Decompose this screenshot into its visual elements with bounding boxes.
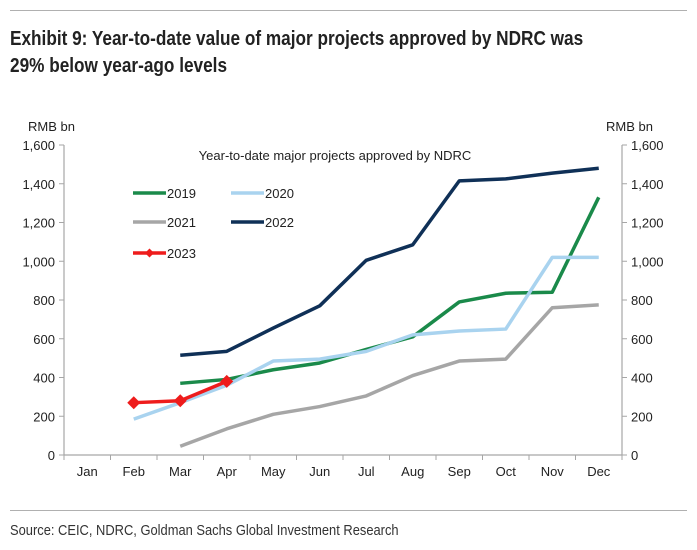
x-tick-label: Dec — [587, 464, 611, 479]
x-tick-label: Sep — [448, 464, 471, 479]
x-tick-label: Oct — [496, 464, 517, 479]
legend-label: 2020 — [265, 186, 294, 201]
series-line-2019 — [180, 196, 601, 386]
legend: 2019 2020 2021 2022 2023 — [133, 186, 294, 261]
legend-item-2022: 2022 — [231, 215, 294, 230]
title-line-2: 29% below year-ago levels — [10, 55, 228, 77]
y-axis-label-left: RMB bn — [28, 119, 75, 134]
x-tick-label: Mar — [169, 464, 192, 479]
y-tick-label-right: 1,200 — [631, 216, 664, 231]
legend-label: 2021 — [167, 215, 196, 230]
legend-item-2020: 2020 — [231, 186, 294, 201]
legend-item-2019: 2019 — [133, 186, 196, 201]
x-tick-label: Feb — [123, 464, 145, 479]
bottom-rule — [10, 510, 687, 511]
y-tick-label-right: 0 — [631, 448, 638, 463]
series-2019 — [180, 196, 601, 386]
y-tick-label-left: 800 — [33, 293, 55, 308]
y-tick-label-left: 0 — [48, 448, 55, 463]
series-line-2021 — [179, 303, 599, 448]
data-point-2023 — [173, 394, 187, 408]
title-line-1: Exhibit 9: Year-to-date value of major p… — [10, 28, 584, 50]
legend-marker — [145, 248, 154, 258]
source-note: Source: CEIC, NDRC, Goldman Sachs Global… — [10, 522, 399, 539]
y-tick-label-right: 1,600 — [631, 138, 664, 153]
axes: 0 0 200 200 400 400 600 600 800 800 1,000 1,000 1,20… — [22, 138, 663, 479]
y-tick-label-right: 400 — [631, 371, 653, 386]
legend-label: 2019 — [167, 186, 196, 201]
legend-item-2021: 2021 — [133, 215, 196, 230]
y-tick-label-left: 400 — [33, 371, 55, 386]
x-tick-label: May — [261, 464, 286, 479]
y-tick-label-left: 1,200 — [22, 216, 55, 231]
series-layer — [127, 166, 601, 448]
y-axis-label-right: RMB bn — [606, 119, 653, 134]
y-tick-label-left: 200 — [33, 409, 55, 424]
y-tick-label-left: 1,600 — [22, 138, 55, 153]
series-2021 — [179, 303, 599, 448]
y-tick-label-right: 800 — [631, 293, 653, 308]
series-line-2022 — [180, 166, 599, 357]
legend-label: 2023 — [167, 246, 196, 261]
exhibit-title: Exhibit 9: Year-to-date value of major p… — [10, 26, 595, 80]
y-tick-label-left: 1,000 — [22, 254, 55, 269]
series-2022 — [180, 166, 599, 357]
x-tick-label: Nov — [541, 464, 565, 479]
series-2023 — [127, 374, 234, 410]
data-point-2023 — [220, 374, 234, 388]
y-tick-label-left: 1,400 — [22, 177, 55, 192]
x-tick-label: Jun — [309, 464, 330, 479]
x-tick-label: Apr — [217, 464, 238, 479]
y-tick-label-right: 1,400 — [631, 177, 664, 192]
chart-title: Year-to-date major projects approved by … — [199, 148, 472, 163]
y-tick-label-right: 600 — [631, 332, 653, 347]
x-tick-label: Jul — [358, 464, 375, 479]
x-tick-label: Aug — [401, 464, 424, 479]
y-tick-label-right: 1,000 — [631, 254, 664, 269]
legend-item-2023: 2023 — [133, 246, 196, 261]
legend-label: 2022 — [265, 215, 294, 230]
data-point-2023 — [127, 396, 141, 410]
x-tick-label: Jan — [77, 464, 98, 479]
top-rule — [10, 10, 687, 11]
y-tick-label-right: 200 — [631, 409, 653, 424]
y-tick-label-left: 600 — [33, 332, 55, 347]
